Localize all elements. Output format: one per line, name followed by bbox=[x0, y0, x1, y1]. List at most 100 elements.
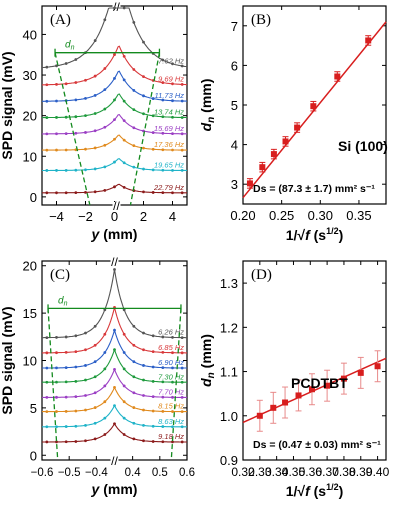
series-point bbox=[151, 97, 155, 100]
series-point bbox=[64, 82, 68, 86]
axis-break-mark: // bbox=[111, 454, 118, 468]
series-point bbox=[103, 165, 107, 169]
series-point bbox=[180, 169, 184, 172]
series-point bbox=[122, 400, 126, 404]
dn-label: dn bbox=[65, 40, 75, 52]
series-point bbox=[84, 131, 87, 134]
y-axis-unit: (mm) bbox=[198, 79, 214, 117]
series-point bbox=[103, 188, 107, 192]
series-point bbox=[122, 6, 126, 10]
series-label: 6.90 Hz bbox=[158, 358, 184, 367]
series-point bbox=[180, 366, 184, 370]
series-point bbox=[142, 364, 145, 367]
series-point bbox=[113, 137, 116, 141]
data-point bbox=[282, 399, 289, 406]
plot-frame bbox=[242, 260, 387, 461]
series-point bbox=[84, 168, 87, 172]
x-axis-var: f bbox=[305, 227, 311, 243]
series-point bbox=[151, 424, 155, 428]
series-point bbox=[171, 366, 174, 370]
series-point bbox=[142, 348, 145, 352]
series-point bbox=[93, 39, 97, 42]
series-point bbox=[55, 116, 58, 119]
series-point bbox=[64, 409, 68, 413]
series-point bbox=[64, 148, 68, 152]
x-tick-label: 0.5 bbox=[152, 467, 168, 479]
x-tick-label: −4 bbox=[49, 209, 64, 224]
series-point bbox=[171, 168, 174, 172]
series-point bbox=[132, 343, 136, 347]
y-axis-label: SPD signal (mV) bbox=[0, 306, 15, 414]
data-point bbox=[324, 382, 331, 389]
data-point bbox=[256, 412, 263, 419]
series-point bbox=[84, 331, 87, 335]
series-point bbox=[142, 75, 145, 79]
series-point bbox=[132, 165, 136, 169]
series-point bbox=[103, 400, 107, 404]
x-axis-exp: 1/2 bbox=[326, 226, 339, 236]
series-point bbox=[151, 191, 155, 194]
series-point bbox=[55, 191, 58, 195]
series-point bbox=[113, 53, 116, 56]
y-tick-label: 30 bbox=[23, 68, 37, 83]
series-point bbox=[74, 168, 78, 172]
series-point bbox=[103, 107, 107, 111]
series-point bbox=[93, 129, 97, 133]
series-point bbox=[74, 409, 78, 413]
x-axis-var: y bbox=[91, 481, 101, 497]
dn-subscript: n bbox=[71, 45, 75, 52]
series-point bbox=[74, 81, 78, 84]
series-point bbox=[132, 437, 136, 441]
series-point bbox=[45, 440, 49, 444]
series-point bbox=[55, 64, 58, 68]
y-tick-label: 20 bbox=[23, 109, 37, 124]
x-axis-var: y bbox=[91, 226, 101, 242]
series-point bbox=[113, 76, 116, 80]
series-point bbox=[142, 94, 145, 98]
series-point bbox=[142, 40, 145, 44]
series-point bbox=[180, 440, 184, 444]
x-tick-label: 0 bbox=[111, 209, 118, 224]
y-tick-label: 1.1 bbox=[220, 365, 238, 380]
series-point bbox=[84, 408, 87, 412]
series-point bbox=[180, 351, 184, 355]
data-point bbox=[270, 404, 277, 411]
x-axis-var: f bbox=[305, 483, 311, 499]
series-point bbox=[74, 440, 78, 443]
dn-subscript: n bbox=[64, 300, 68, 307]
series-point bbox=[161, 81, 165, 85]
series-point bbox=[93, 437, 97, 441]
series-point bbox=[161, 350, 165, 354]
series-point bbox=[161, 425, 165, 428]
y-tick-label: 20 bbox=[23, 259, 37, 274]
series-point bbox=[171, 351, 174, 355]
series-point bbox=[55, 82, 58, 86]
series-point bbox=[171, 82, 174, 86]
series-point bbox=[161, 131, 165, 135]
series-point bbox=[113, 160, 116, 164]
series-point bbox=[161, 440, 165, 444]
series-point bbox=[64, 440, 68, 444]
series-point bbox=[171, 395, 174, 399]
series-point bbox=[55, 132, 58, 136]
x-tick-label: 0.35 bbox=[282, 465, 306, 479]
x-axis-num: 1/√ bbox=[286, 483, 306, 499]
y-axis-label: SPD signal (mV) bbox=[0, 51, 15, 159]
series-point bbox=[103, 367, 107, 371]
panel-label: (A) bbox=[50, 12, 71, 28]
series-point bbox=[122, 351, 126, 354]
y-axis-var: d bbox=[198, 378, 214, 387]
series-point bbox=[122, 138, 126, 142]
y-tick-label: 10 bbox=[23, 354, 37, 369]
dashed-guide bbox=[129, 52, 161, 206]
series-point bbox=[103, 88, 107, 92]
series-point bbox=[84, 191, 87, 194]
x-tick-label: 0.39 bbox=[349, 465, 373, 479]
series-point bbox=[93, 190, 97, 194]
series-point bbox=[161, 395, 165, 399]
axis-break-mark: // bbox=[111, 255, 118, 269]
series-label: 7.70 Hz bbox=[158, 387, 184, 396]
series-point bbox=[161, 191, 165, 195]
series-point bbox=[84, 78, 87, 82]
